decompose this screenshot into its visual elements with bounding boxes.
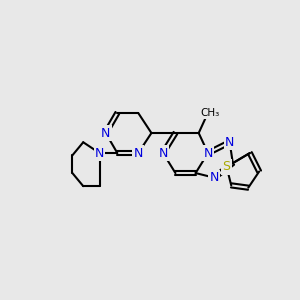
Text: CH₃: CH₃ — [200, 108, 219, 118]
Text: S: S — [223, 160, 231, 173]
Text: N: N — [203, 146, 213, 160]
Text: N: N — [134, 146, 143, 160]
Text: N: N — [225, 136, 234, 149]
Text: N: N — [101, 127, 110, 140]
Text: N: N — [158, 146, 168, 160]
Text: N: N — [95, 146, 104, 160]
Text: N: N — [209, 171, 219, 184]
